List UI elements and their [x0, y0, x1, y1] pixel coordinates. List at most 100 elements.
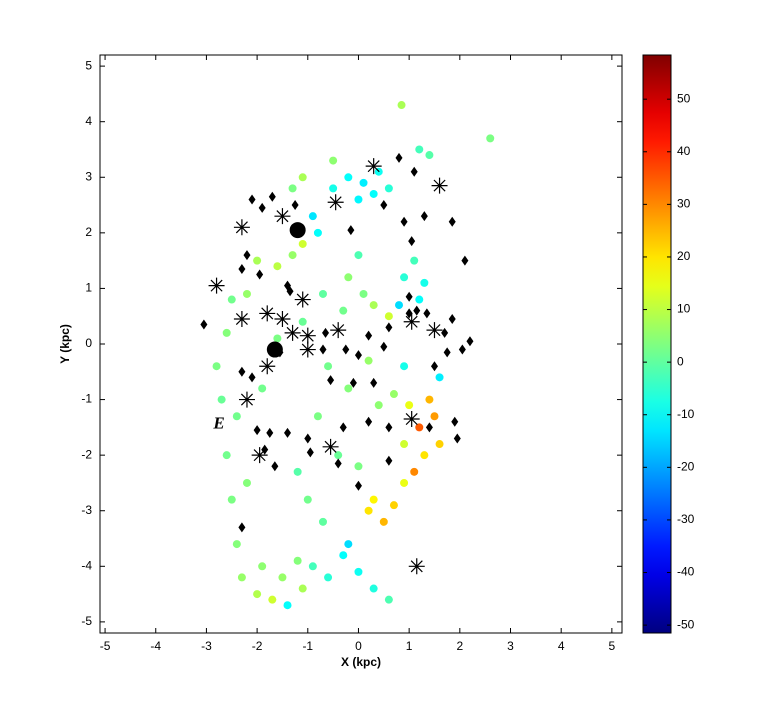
data-point — [344, 384, 353, 393]
data-point — [329, 156, 338, 165]
asterisk-marker — [330, 322, 347, 339]
asterisk-marker — [274, 310, 291, 327]
colorbar-tick-label: -20 — [677, 460, 695, 474]
diamond-marker — [405, 308, 413, 319]
colorbar-tick-label: -40 — [677, 565, 695, 579]
y-tick-label: 1 — [85, 281, 92, 295]
data-point — [420, 451, 429, 460]
x-tick-label: -2 — [252, 639, 263, 653]
data-point — [384, 595, 393, 604]
asterisk-marker — [299, 341, 316, 358]
colorbar-tick-label: 50 — [677, 91, 691, 105]
data-point — [227, 295, 236, 304]
x-tick-label: 1 — [406, 639, 413, 653]
asterisk-marker — [251, 447, 268, 464]
y-tick-label: 0 — [85, 336, 92, 350]
data-point — [415, 145, 424, 154]
diamond-marker — [253, 425, 261, 436]
data-point — [425, 151, 434, 160]
data-point — [389, 501, 398, 510]
x-tick-label: 3 — [507, 639, 514, 653]
x-axis-label: X (kpc) — [341, 655, 381, 669]
data-point — [384, 312, 393, 321]
data-point — [232, 540, 241, 549]
data-point — [212, 362, 221, 371]
data-point — [298, 239, 307, 248]
data-point — [334, 451, 343, 460]
colorbar-tick-label: -30 — [677, 512, 695, 526]
data-point — [253, 590, 262, 599]
diamond-marker — [238, 522, 246, 533]
diamond-marker — [266, 427, 274, 438]
data-point — [425, 395, 434, 404]
data-point — [318, 517, 327, 526]
diamond-marker — [461, 255, 469, 266]
y-tick-label: -2 — [81, 447, 92, 461]
colorbar-tick-label: 0 — [677, 354, 684, 368]
colorbar-tick-label: 30 — [677, 197, 691, 211]
data-point — [303, 495, 312, 504]
data-point — [369, 584, 378, 593]
data-point — [364, 356, 373, 365]
data-point — [308, 212, 317, 221]
diamond-marker — [248, 194, 256, 205]
diamond-marker — [385, 422, 393, 433]
data-point — [395, 301, 404, 310]
asterisk-marker — [365, 158, 382, 175]
data-point — [232, 412, 241, 421]
diamond-marker — [306, 447, 314, 458]
data-point — [298, 173, 307, 182]
data-point — [415, 423, 424, 432]
diamond-marker — [451, 416, 459, 427]
diamond-marker — [200, 319, 208, 330]
data-point — [258, 562, 267, 571]
y-tick-label: -5 — [81, 614, 92, 628]
diamond-marker — [441, 327, 449, 338]
diamond-marker — [238, 263, 246, 274]
data-point — [359, 178, 368, 187]
colorbar-tick-label: 10 — [677, 302, 691, 316]
y-tick-label: 3 — [85, 169, 92, 183]
diamond-marker — [354, 480, 362, 491]
data-point — [379, 517, 388, 526]
diamond-marker — [268, 191, 276, 202]
asterisk-marker — [274, 208, 291, 225]
diamond-marker — [271, 461, 279, 472]
diamond-marker — [443, 347, 451, 358]
data-point — [258, 384, 267, 393]
asterisk-marker — [327, 194, 344, 211]
diamond-marker — [370, 377, 378, 388]
asterisk-marker — [426, 322, 443, 339]
x-tick-label: 0 — [355, 639, 362, 653]
diamond-marker — [453, 433, 461, 444]
data-point — [410, 256, 419, 265]
diamond-marker — [238, 366, 246, 377]
data-point — [339, 551, 348, 560]
data-point — [324, 362, 333, 371]
diamond-marker — [430, 361, 438, 372]
asterisk-marker — [299, 327, 316, 344]
diamond-marker — [365, 330, 373, 341]
colorbar-tick-label: 20 — [677, 249, 691, 263]
diamond-marker — [395, 152, 403, 163]
y-tick-label: -1 — [81, 392, 92, 406]
data-point — [288, 251, 297, 260]
y-tick-label: 5 — [85, 58, 92, 72]
diamond-marker — [448, 313, 456, 324]
diamond-marker — [248, 372, 256, 383]
data-point — [400, 440, 409, 449]
colorbar — [642, 54, 672, 634]
data-point — [278, 573, 287, 582]
colorbar-tick-label: -50 — [677, 617, 695, 631]
diamond-marker — [322, 327, 330, 338]
diamond-marker — [425, 422, 433, 433]
diamond-marker — [458, 344, 466, 355]
x-tick-label: 5 — [609, 639, 616, 653]
data-point — [410, 467, 419, 476]
diamond-marker — [243, 250, 251, 261]
asterisk-marker — [294, 291, 311, 308]
data-point — [435, 440, 444, 449]
asterisk-marker — [233, 219, 250, 236]
